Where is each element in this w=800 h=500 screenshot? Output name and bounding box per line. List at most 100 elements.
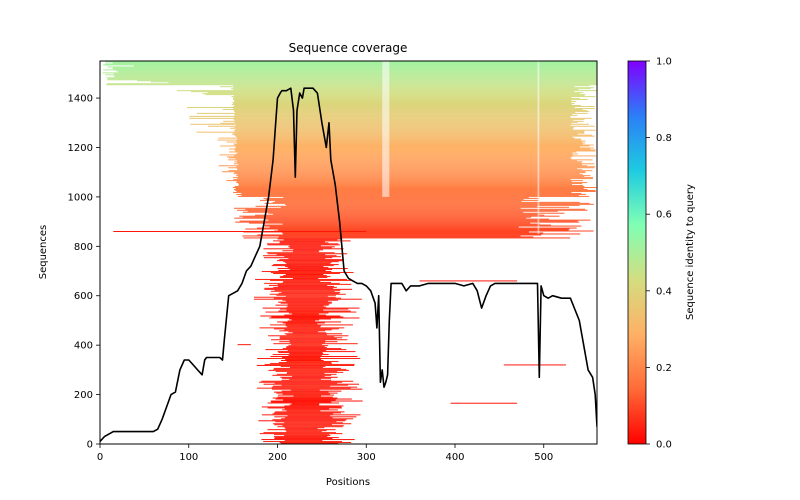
alignment-bar: [279, 330, 326, 332]
alignment-bar: [287, 350, 327, 352]
alignment-bar: [105, 74, 597, 76]
alignment-bar: [279, 341, 338, 343]
alignment-bar: [261, 439, 355, 441]
alignment-bar: [264, 202, 590, 204]
alignment-bar: [273, 213, 540, 215]
alignment-bar: [259, 433, 343, 435]
alignment-bar: [270, 324, 353, 326]
alignment-bar: [275, 370, 338, 372]
alignment-bar: [274, 437, 339, 439]
alignment-bar: [234, 104, 581, 106]
alignment-bar: [235, 128, 573, 130]
alignment-bar: [273, 423, 352, 425]
alignment-bar: [236, 182, 588, 184]
alignment-bar: [218, 137, 575, 139]
alignment-bar: [217, 139, 581, 141]
colorbar-axis: 0.0 0.2 0.4 0.6 0.8 1.0: [646, 57, 672, 451]
alignment-bar: [233, 87, 595, 89]
alignment-bar: [228, 148, 591, 150]
alignment-bar: [266, 243, 339, 245]
alignment-bar: [287, 320, 316, 322]
alignment-bar: [280, 302, 332, 304]
alignment-bar: [256, 387, 351, 389]
alignment-bar: [287, 305, 324, 307]
alignment-bar: [265, 198, 524, 200]
alignment-bar: [278, 270, 326, 272]
alignment-bar: [282, 409, 338, 411]
alignment-bar: [219, 154, 573, 156]
alignment-bar: [255, 214, 545, 216]
alignment-bar: [137, 80, 597, 82]
alignment-bar: [239, 220, 578, 222]
x-axis: 0 100 200 300 400 500: [97, 444, 553, 463]
alignment-bar: [285, 273, 324, 275]
alignment-bar: [277, 426, 343, 428]
alignment-bar: [275, 421, 337, 423]
alignment-bar: [281, 418, 354, 420]
alignment-bar: [285, 430, 327, 432]
alignment-bar: [274, 434, 330, 436]
alignment-bar: [284, 256, 342, 258]
alignment-bar: [282, 299, 338, 301]
alignment-bar: [288, 345, 329, 347]
alignment-bar: [289, 366, 323, 368]
alignment-bar: [274, 382, 338, 384]
y-tick-label: 800: [74, 242, 93, 253]
alignment-bar: [273, 297, 341, 299]
alignment-bar: [226, 180, 583, 182]
alignment-bar: [207, 92, 584, 94]
alignment-bar: [291, 344, 323, 346]
alignment-bar: [279, 336, 335, 338]
y-tick-label: 1000: [68, 192, 93, 203]
alignment-bar: [234, 113, 573, 115]
alignment-bar: [283, 261, 339, 263]
colorbar-tick-label: 0.0: [656, 440, 672, 451]
alignment-bar: [196, 112, 588, 114]
alignment-bar: [271, 388, 363, 390]
alignment-bar: [237, 344, 251, 346]
alignment-bar: [238, 195, 590, 197]
alignment-bar: [257, 234, 542, 236]
alignment-bar: [264, 282, 340, 284]
alignment-bar: [292, 251, 319, 253]
alignment-bar: [292, 332, 327, 334]
alignment-bar: [237, 174, 583, 176]
alignment-bar: [242, 216, 532, 218]
alignment-bar: [291, 403, 320, 405]
alignment-bar: [118, 71, 597, 73]
alignment-bar: [233, 207, 521, 209]
alignment-bar: [223, 120, 584, 122]
alignment-bar: [113, 75, 597, 77]
alignment-bar: [270, 401, 332, 403]
alignment-bar: [236, 153, 578, 155]
alignment-bar: [268, 335, 349, 337]
x-tick-label: 200: [268, 452, 287, 463]
alignment-bar: [280, 206, 570, 208]
alignment-bar: [274, 436, 328, 438]
alignment-bar: [274, 289, 341, 291]
alignment-bar: [219, 145, 590, 147]
alignment-bar: [231, 133, 578, 135]
alignment-bar: [233, 143, 583, 145]
alignment-bar: [238, 164, 583, 166]
alignment-bar: [267, 402, 340, 404]
alignment-bar: [289, 404, 320, 406]
chart-title: Sequence coverage: [289, 41, 408, 55]
alignment-bar: [277, 321, 342, 323]
alignment-bar: [236, 190, 596, 192]
alignment-bar: [234, 186, 585, 188]
alignment-bar: [282, 393, 330, 395]
alignment-bar: [235, 135, 595, 137]
alignment-bar: [283, 274, 327, 276]
alignment-bar: [263, 441, 342, 443]
alignment-bar: [284, 435, 331, 437]
alignment-bar: [273, 367, 341, 369]
alignment-bar: [283, 239, 338, 241]
alignment-bar: [233, 116, 571, 118]
alignment-bar: [264, 225, 582, 227]
alignment-bar: [270, 400, 363, 402]
alignment-bar: [265, 349, 347, 351]
alignment-bar: [280, 308, 349, 310]
alignment-bar: [259, 327, 345, 329]
alignment-bar: [236, 136, 573, 138]
